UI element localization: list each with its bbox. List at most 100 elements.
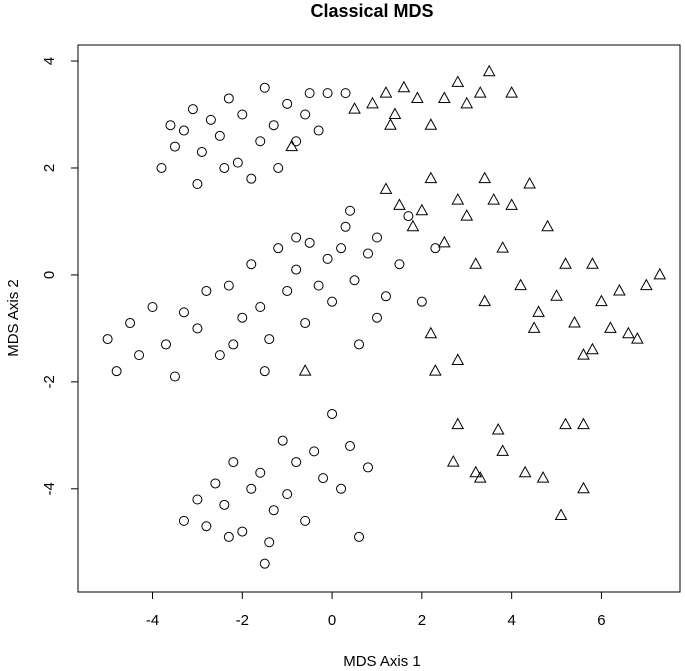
circle-point bbox=[268, 505, 279, 516]
circle-point bbox=[363, 462, 374, 473]
circle-point bbox=[259, 82, 270, 93]
triangle-point bbox=[424, 118, 438, 130]
circle-point bbox=[165, 120, 176, 131]
triangle-point bbox=[514, 278, 527, 291]
circle-point bbox=[416, 296, 427, 307]
circle-point bbox=[300, 515, 311, 526]
triangle-point bbox=[478, 171, 492, 184]
circle-point bbox=[291, 232, 302, 243]
triangle-point bbox=[518, 465, 532, 478]
triangle-point bbox=[622, 326, 635, 339]
x-tick-label: 6 bbox=[597, 612, 605, 629]
triangle-point bbox=[541, 219, 554, 232]
circle-point bbox=[345, 441, 356, 452]
circle-point bbox=[259, 558, 270, 569]
triangle-point bbox=[446, 455, 460, 467]
triangle-point bbox=[460, 209, 474, 221]
circle-point bbox=[178, 515, 189, 526]
circle-point bbox=[340, 88, 351, 99]
triangle-point bbox=[487, 193, 501, 205]
circle-point bbox=[192, 179, 203, 190]
x-tick-label: 4 bbox=[507, 612, 515, 629]
circle-point bbox=[304, 88, 315, 99]
circle-point bbox=[219, 499, 230, 510]
triangle-point bbox=[298, 364, 312, 376]
circle-point bbox=[327, 408, 338, 419]
circle-point bbox=[228, 339, 239, 350]
circle-point bbox=[246, 483, 257, 494]
circle-point bbox=[111, 366, 122, 377]
triangle-point bbox=[437, 91, 451, 103]
circle-point bbox=[187, 104, 198, 115]
triangle-point bbox=[482, 64, 496, 77]
triangle-point bbox=[478, 294, 492, 307]
circle-point bbox=[214, 130, 225, 141]
triangle-point bbox=[469, 465, 483, 478]
circle-point bbox=[363, 248, 374, 259]
circle-point bbox=[322, 88, 333, 99]
x-tick-label: -4 bbox=[146, 612, 159, 629]
circle-point bbox=[313, 125, 324, 136]
circle-point bbox=[394, 259, 405, 270]
triangle-point bbox=[406, 219, 420, 232]
triangle-point bbox=[559, 417, 572, 430]
triangle-point bbox=[577, 481, 590, 494]
circle-point bbox=[219, 162, 230, 173]
circle-point bbox=[160, 339, 171, 350]
circle-point bbox=[282, 285, 293, 296]
triangle-point bbox=[586, 257, 599, 269]
x-axis-label: MDS Axis 1 bbox=[343, 653, 421, 670]
triangle-point bbox=[451, 417, 465, 430]
triangle-point bbox=[653, 267, 667, 280]
triangle-point bbox=[554, 508, 568, 521]
circle-point bbox=[291, 457, 302, 468]
circle-point bbox=[246, 259, 257, 270]
triangle-point bbox=[397, 80, 411, 93]
circle-point bbox=[214, 350, 225, 361]
circle-point bbox=[205, 114, 216, 125]
circle-point bbox=[380, 291, 391, 302]
triangle-point bbox=[473, 86, 487, 98]
triangle-point bbox=[424, 326, 438, 339]
circle-point bbox=[273, 243, 284, 254]
circle-point bbox=[237, 526, 248, 537]
triangle-point bbox=[451, 75, 465, 87]
y-axis-label: MDS Axis 2 bbox=[5, 279, 22, 357]
triangle-point bbox=[366, 96, 379, 109]
triangle-point bbox=[577, 417, 590, 430]
circle-point bbox=[322, 253, 333, 264]
triangle-point bbox=[473, 471, 487, 483]
circle-point bbox=[169, 371, 180, 382]
triangle-point bbox=[428, 364, 442, 376]
circle-point bbox=[178, 307, 189, 318]
circle-point bbox=[430, 243, 441, 254]
triangle-point bbox=[527, 321, 541, 333]
circle-point bbox=[354, 339, 365, 350]
circle-point bbox=[147, 302, 158, 313]
triangle-point bbox=[469, 257, 483, 269]
circle-point bbox=[232, 157, 243, 168]
triangle-point bbox=[384, 118, 397, 130]
circle-point bbox=[268, 120, 279, 131]
circle-point bbox=[371, 312, 382, 323]
circle-point bbox=[246, 173, 257, 184]
triangle-point bbox=[491, 422, 505, 435]
triangle-point bbox=[379, 182, 393, 194]
triangle-point bbox=[388, 107, 402, 120]
circle-point bbox=[223, 93, 234, 104]
x-tick-label: -2 bbox=[236, 612, 249, 629]
circle-point bbox=[201, 521, 212, 532]
circle-point bbox=[259, 366, 270, 377]
circle-point bbox=[237, 109, 248, 120]
circle-point bbox=[336, 483, 347, 494]
triangle-point bbox=[415, 203, 429, 216]
circle-point bbox=[277, 435, 288, 446]
circle-point bbox=[156, 162, 167, 173]
circle-point bbox=[196, 146, 207, 157]
circle-point bbox=[354, 531, 365, 542]
triangle-point bbox=[505, 86, 519, 98]
circle-point bbox=[304, 237, 315, 248]
triangle-point bbox=[568, 316, 581, 328]
triangle-point bbox=[285, 139, 299, 152]
